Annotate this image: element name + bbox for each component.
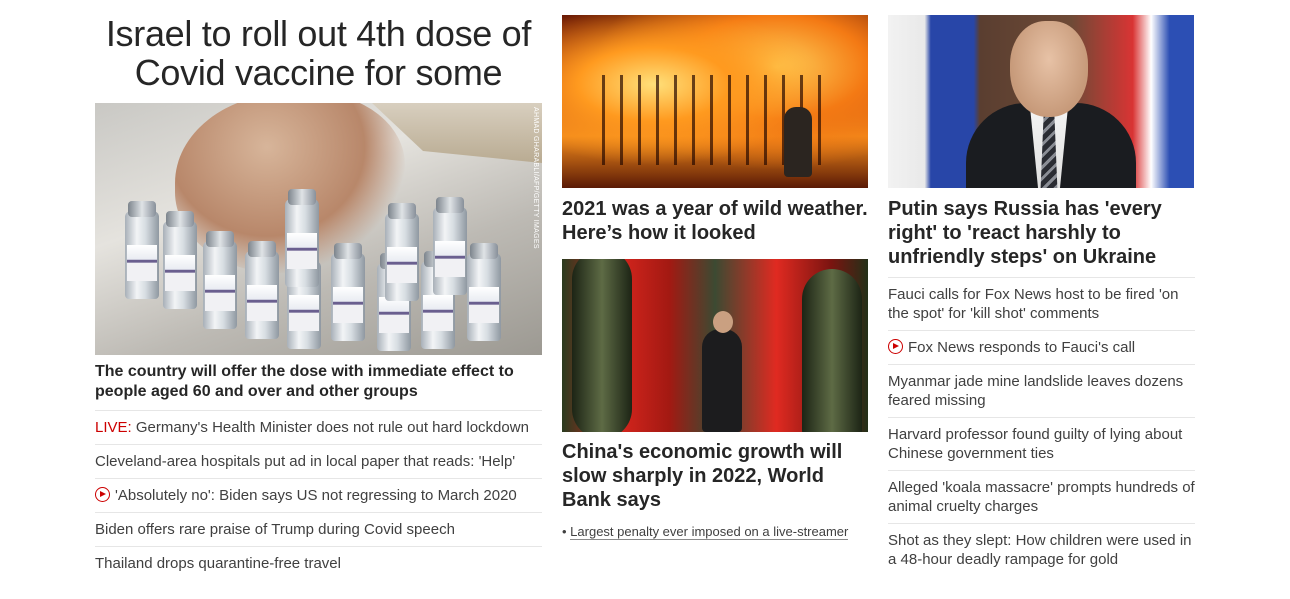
china-story-headline[interactable]: China's economic growth will slow sharpl… (562, 432, 868, 522)
list-item[interactable]: Cleveland-area hospitals put ad in local… (95, 445, 542, 479)
list-item-link[interactable]: Thailand drops quarantine-free travel (95, 555, 341, 572)
image-vial (245, 241, 279, 339)
image-credit: AHMAD GHARABLI/AFP/GETTY IMAGES (532, 107, 539, 249)
wildfire-image[interactable] (562, 15, 868, 188)
list-item[interactable]: Fox News responds to Fauci's call (888, 331, 1195, 365)
list-item-link[interactable]: Fauci calls for Fox News host to be fire… (888, 286, 1179, 322)
middle-column: 2021 was a year of wild weather. Here’s … (562, 0, 868, 541)
image-vial (285, 189, 319, 287)
lead-story-subtitle-link[interactable]: The country will offer the dose with imm… (95, 363, 514, 400)
list-item-link[interactable]: Alleged 'koala massacre' prompts hundred… (888, 479, 1195, 515)
lead-story-headline[interactable]: Israel to roll out 4th dose of Covid vac… (95, 0, 542, 103)
image-vial (331, 243, 365, 341)
list-item[interactable]: Harvard professor found guilty of lying … (888, 418, 1195, 471)
list-item-text: Germany's Health Minister does not rule … (131, 419, 529, 436)
china-related-bullet[interactable]: • Largest penalty ever imposed on a live… (562, 524, 849, 540)
list-item[interactable]: Alleged 'koala massacre' prompts hundred… (888, 471, 1195, 524)
image-vial (163, 211, 197, 309)
list-item-link[interactable]: 'Absolutely no': Biden says US not regre… (95, 487, 517, 504)
list-item-link[interactable]: Harvard professor found guilty of lying … (888, 426, 1183, 462)
list-item-text: 'Absolutely no': Biden says US not regre… (115, 487, 517, 504)
list-item-link[interactable]: Myanmar jade mine landslide leaves dozen… (888, 373, 1184, 409)
list-item[interactable]: 'Absolutely no': Biden says US not regre… (95, 479, 542, 513)
bullet-link[interactable]: Largest penalty ever imposed on a live-s… (570, 524, 849, 540)
list-item-text: Fox News responds to Fauci's call (908, 339, 1136, 356)
china-story-link[interactable]: China's economic growth will slow sharpl… (562, 441, 843, 511)
list-item[interactable]: Fauci calls for Fox News host to be fire… (888, 278, 1195, 331)
bullet-text: Largest penalty ever imposed on a live-s… (570, 524, 849, 540)
list-item[interactable]: LIVE: Germany's Health Minister does not… (95, 411, 542, 445)
right-related-list: Fauci calls for Fox News host to be fire… (888, 278, 1195, 576)
lead-related-list: LIVE: Germany's Health Minister does not… (95, 411, 542, 580)
image-barrel (572, 259, 632, 432)
putin-story-headline[interactable]: Putin says Russia has 'every right' to '… (888, 188, 1195, 278)
list-item-link[interactable]: Fox News responds to Fauci's call (888, 339, 1135, 356)
image-head (1010, 21, 1088, 117)
right-column: Putin says Russia has 'every right' to '… (888, 0, 1195, 576)
lead-story-headline-link[interactable]: Israel to roll out 4th dose of Covid vac… (105, 13, 532, 93)
image-vial (433, 197, 467, 295)
play-icon (95, 487, 110, 502)
image-person (702, 311, 742, 432)
weather-story-headline[interactable]: 2021 was a year of wild weather. Here’s … (562, 188, 868, 259)
lead-story-column: Israel to roll out 4th dose of Covid vac… (95, 0, 542, 580)
putin-image[interactable] (888, 15, 1194, 188)
lead-story-image[interactable]: AHMAD GHARABLI/AFP/GETTY IMAGES (95, 103, 542, 355)
image-firefighter (784, 107, 812, 177)
list-item-link[interactable]: Cleveland-area hospitals put ad in local… (95, 453, 516, 470)
china-economy-image[interactable] (562, 259, 868, 432)
play-icon (888, 339, 903, 354)
image-vial (125, 201, 159, 299)
list-item[interactable]: Biden offers rare praise of Trump during… (95, 513, 542, 547)
list-item-link[interactable]: Biden offers rare praise of Trump during… (95, 521, 455, 538)
list-item[interactable]: Myanmar jade mine landslide leaves dozen… (888, 365, 1195, 418)
image-barrel (802, 269, 862, 432)
image-vial (467, 243, 501, 341)
list-item-link[interactable]: LIVE: Germany's Health Minister does not… (95, 419, 529, 436)
live-label: LIVE: (95, 419, 132, 436)
weather-story-link[interactable]: 2021 was a year of wild weather. Here’s … (562, 198, 868, 244)
image-vial (203, 231, 237, 329)
list-item[interactable]: Thailand drops quarantine-free travel (95, 547, 542, 580)
list-item[interactable]: Shot as they slept: How children were us… (888, 524, 1195, 576)
image-vial (385, 203, 419, 301)
image-tie (1040, 115, 1058, 188)
list-item-link[interactable]: Shot as they slept: How children were us… (888, 532, 1192, 568)
putin-story-link[interactable]: Putin says Russia has 'every right' to '… (888, 198, 1162, 268)
lead-story-subtitle[interactable]: The country will offer the dose with imm… (95, 355, 542, 411)
